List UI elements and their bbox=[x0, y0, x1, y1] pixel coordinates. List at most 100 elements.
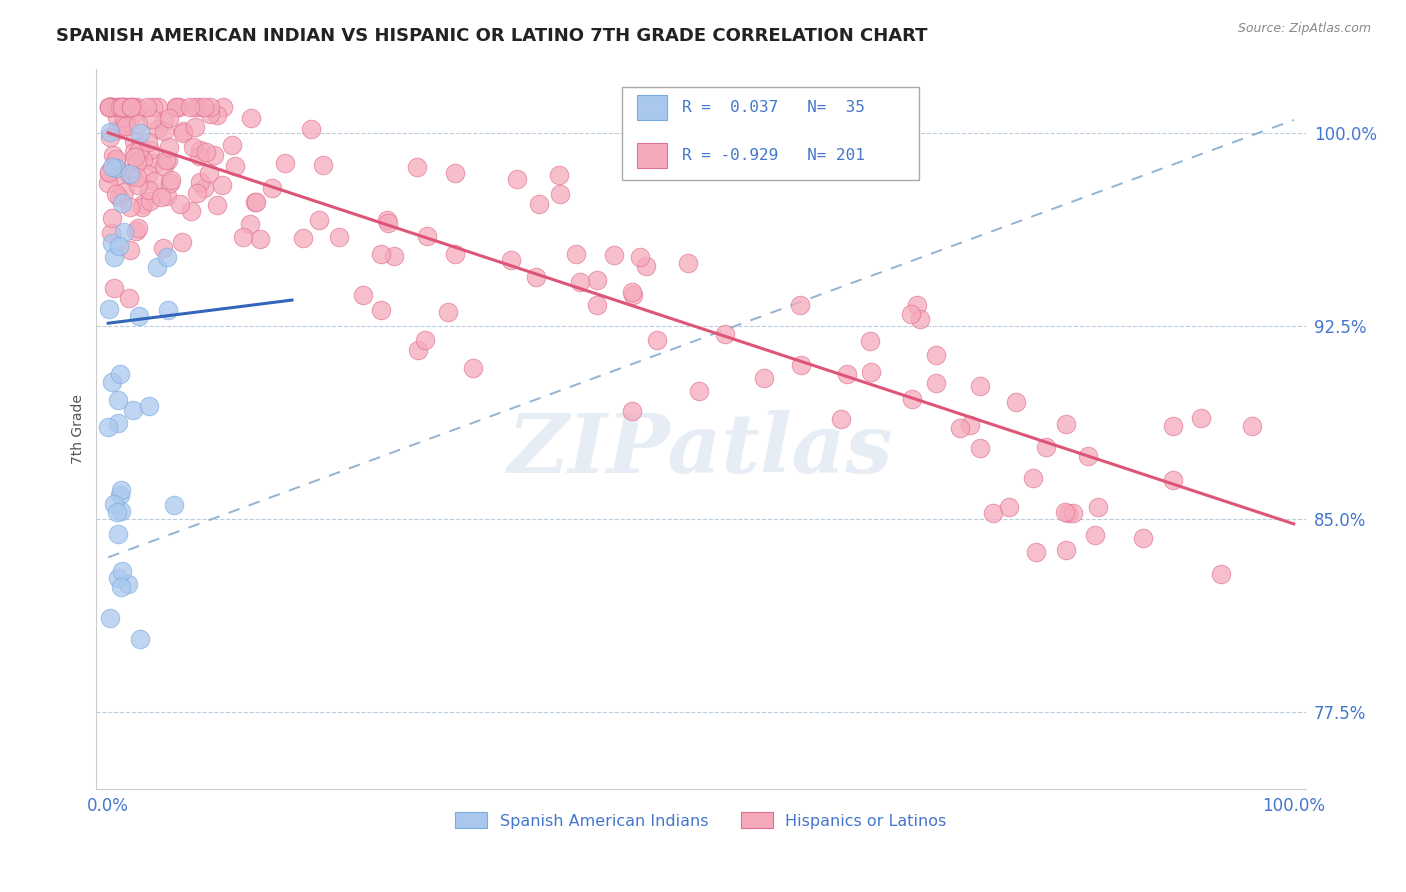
Point bbox=[969, 378, 991, 392]
Point bbox=[1189, 411, 1212, 425]
Point bbox=[103, 250, 125, 264]
Point bbox=[121, 169, 143, 184]
Point bbox=[790, 358, 813, 372]
Point bbox=[586, 298, 609, 312]
Point bbox=[959, 418, 981, 433]
Point bbox=[107, 571, 129, 585]
Point bbox=[148, 100, 170, 114]
Point bbox=[98, 302, 121, 317]
Point bbox=[114, 112, 136, 126]
Point bbox=[120, 200, 142, 214]
Point bbox=[105, 161, 128, 175]
Point bbox=[221, 137, 243, 152]
Point bbox=[152, 113, 174, 128]
Point bbox=[155, 153, 177, 167]
Point bbox=[103, 497, 125, 511]
Point bbox=[1161, 418, 1184, 433]
Point bbox=[586, 273, 609, 287]
Point bbox=[211, 100, 233, 114]
Point bbox=[120, 100, 142, 114]
Point bbox=[110, 564, 132, 578]
Point bbox=[603, 248, 626, 262]
Point bbox=[444, 247, 467, 261]
Point bbox=[1021, 470, 1043, 484]
Point bbox=[162, 498, 184, 512]
Point bbox=[97, 166, 120, 180]
Point bbox=[122, 402, 145, 417]
Point bbox=[925, 348, 948, 362]
Point bbox=[172, 126, 194, 140]
Point bbox=[143, 155, 166, 169]
Point bbox=[157, 140, 180, 154]
Point bbox=[120, 167, 142, 181]
Point bbox=[98, 100, 121, 114]
Point bbox=[688, 384, 710, 398]
Point bbox=[969, 441, 991, 455]
Point bbox=[104, 152, 127, 166]
Point bbox=[187, 100, 209, 114]
Point bbox=[167, 100, 190, 114]
Point bbox=[1025, 544, 1047, 558]
Point bbox=[135, 100, 157, 114]
Point bbox=[152, 241, 174, 255]
Point bbox=[291, 230, 314, 244]
Point bbox=[115, 120, 138, 134]
Point bbox=[118, 100, 141, 114]
Point bbox=[127, 178, 149, 193]
Point bbox=[169, 197, 191, 211]
Point bbox=[125, 100, 148, 114]
Point bbox=[628, 251, 651, 265]
Point bbox=[142, 174, 165, 188]
Point bbox=[620, 285, 643, 299]
Point bbox=[128, 140, 150, 154]
Point bbox=[416, 228, 439, 243]
Point bbox=[101, 161, 124, 175]
Text: ZIPatlas: ZIPatlas bbox=[508, 410, 894, 491]
Point bbox=[107, 527, 129, 541]
Point bbox=[108, 239, 131, 253]
Point bbox=[636, 259, 658, 273]
Point bbox=[122, 145, 145, 160]
Point bbox=[949, 421, 972, 435]
Point bbox=[1161, 473, 1184, 487]
Point bbox=[136, 135, 159, 149]
Point bbox=[115, 115, 138, 129]
Point bbox=[128, 309, 150, 323]
Point bbox=[506, 172, 529, 186]
Point bbox=[159, 111, 181, 125]
Point bbox=[120, 100, 142, 114]
Point bbox=[714, 326, 737, 341]
Point bbox=[142, 100, 165, 114]
Point bbox=[105, 504, 128, 518]
Point bbox=[1054, 505, 1077, 519]
Point bbox=[101, 100, 124, 114]
Point bbox=[112, 225, 135, 239]
Point bbox=[100, 211, 122, 226]
Point bbox=[125, 169, 148, 184]
Point bbox=[908, 312, 931, 326]
Y-axis label: 7th Grade: 7th Grade bbox=[72, 393, 86, 464]
Point bbox=[107, 100, 129, 114]
Point bbox=[108, 100, 131, 114]
Point bbox=[621, 288, 644, 302]
Point bbox=[211, 178, 233, 192]
Point bbox=[117, 577, 139, 591]
Point bbox=[1209, 567, 1232, 582]
Point bbox=[105, 100, 128, 114]
Point bbox=[565, 246, 588, 260]
Point bbox=[188, 143, 211, 157]
Point bbox=[98, 100, 121, 114]
Point bbox=[104, 153, 127, 168]
Point bbox=[100, 100, 122, 114]
Point bbox=[188, 149, 211, 163]
Point bbox=[97, 419, 120, 434]
Point bbox=[131, 201, 153, 215]
Point bbox=[789, 298, 811, 312]
Point bbox=[112, 185, 135, 199]
Point bbox=[1005, 395, 1028, 409]
Point bbox=[1054, 417, 1077, 431]
Point bbox=[128, 632, 150, 647]
Text: Source: ZipAtlas.com: Source: ZipAtlas.com bbox=[1237, 22, 1371, 36]
Point bbox=[111, 100, 134, 114]
Point bbox=[198, 166, 221, 180]
